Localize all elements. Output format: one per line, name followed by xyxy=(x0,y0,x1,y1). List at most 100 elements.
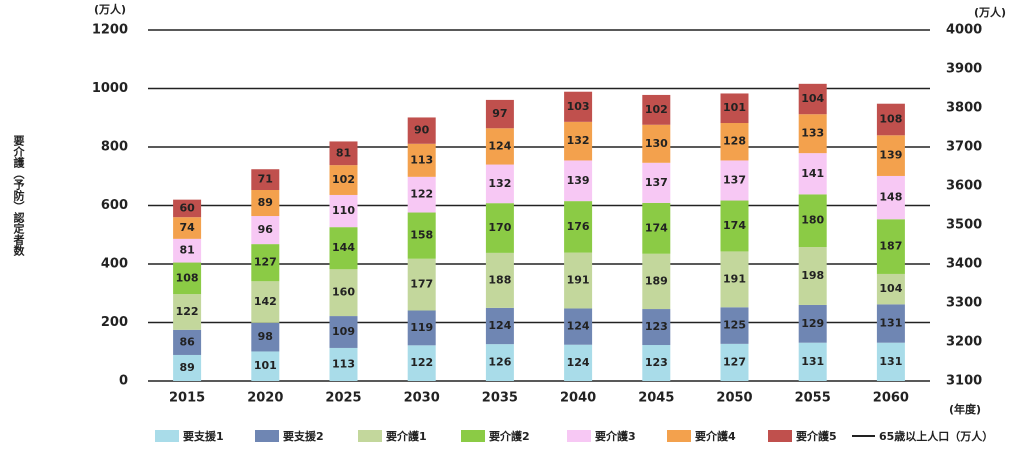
bar-segment xyxy=(720,307,749,344)
data-label: 187 xyxy=(879,240,902,253)
x-tick-label: 2060 xyxy=(873,391,909,406)
data-label: 174 xyxy=(723,219,746,232)
y-unit: (万人) xyxy=(94,2,126,16)
data-label: 113 xyxy=(410,153,433,166)
data-label: 174 xyxy=(645,221,668,234)
bar-segment xyxy=(876,219,905,274)
data-label: 60 xyxy=(179,201,195,214)
bar-segment xyxy=(642,253,671,310)
bar-segment xyxy=(798,83,827,115)
bar-segment xyxy=(407,117,436,144)
data-label: 127 xyxy=(254,256,277,269)
bar-segment xyxy=(798,153,827,195)
y2-tick-label: 4000 xyxy=(946,23,982,38)
data-label: 126 xyxy=(488,356,511,369)
y2-tick-label: 3400 xyxy=(946,257,982,272)
data-label: 158 xyxy=(410,229,433,242)
y-tick-label: 600 xyxy=(101,198,128,213)
bar-segment xyxy=(407,143,436,177)
bar-segment xyxy=(564,91,593,122)
bar-segment xyxy=(485,164,514,204)
y2-tick-label: 3100 xyxy=(946,374,982,389)
data-label: 137 xyxy=(645,176,668,189)
legend-swatch xyxy=(155,430,179,442)
data-label: 81 xyxy=(336,146,351,159)
data-label: 129 xyxy=(801,317,824,330)
data-label: 139 xyxy=(567,174,590,187)
bar-segment xyxy=(720,160,749,201)
data-label: 90 xyxy=(414,124,430,137)
data-label: 122 xyxy=(410,188,433,201)
y2-tick-label: 3500 xyxy=(946,218,982,233)
bar-segment xyxy=(485,252,514,308)
data-label: 198 xyxy=(801,269,824,282)
legend-swatch xyxy=(461,430,485,442)
bar-segment xyxy=(720,200,749,252)
x-tick-label: 2035 xyxy=(482,391,518,406)
bar-segment xyxy=(251,189,280,217)
legend-swatch xyxy=(567,430,591,442)
x-tick-label: 2045 xyxy=(638,391,674,406)
data-label: 86 xyxy=(179,335,195,348)
bar-segment xyxy=(173,199,202,218)
data-label: 131 xyxy=(879,355,902,368)
bar-segment xyxy=(173,238,202,263)
data-label: 130 xyxy=(645,137,668,150)
bar-segment xyxy=(564,121,593,161)
bar-segment xyxy=(876,304,905,343)
data-label: 176 xyxy=(567,220,590,233)
data-label: 110 xyxy=(332,204,355,217)
data-label: 102 xyxy=(332,173,355,186)
bar-segment xyxy=(720,251,749,308)
bar-segment xyxy=(564,308,593,345)
y-axis-title: 要介護（予防）認定者数 xyxy=(12,135,26,257)
bar-segment xyxy=(251,281,280,323)
bar-segment xyxy=(720,123,749,161)
bar-segment xyxy=(173,354,202,381)
data-label: 102 xyxy=(645,103,668,116)
data-label: 71 xyxy=(258,173,273,186)
y2-tick-label: 3700 xyxy=(946,140,982,155)
legend-label: 65歳以上人口（万人） xyxy=(879,429,993,443)
legend-label: 要支援1 xyxy=(183,429,224,443)
data-label: 191 xyxy=(723,272,746,285)
bar-segment xyxy=(720,93,749,124)
bar-segment xyxy=(173,294,202,330)
data-label: 148 xyxy=(879,191,902,204)
bar-segment xyxy=(876,342,905,381)
data-label: 101 xyxy=(723,101,746,114)
bar-segment xyxy=(642,309,671,346)
bar-segment xyxy=(329,165,358,195)
bar-segment xyxy=(407,345,436,381)
bar-segment xyxy=(329,269,358,317)
bar-segment xyxy=(642,94,671,125)
bar-segment xyxy=(798,304,827,343)
data-label: 108 xyxy=(176,271,199,284)
bar-segment xyxy=(485,203,514,253)
data-label: 139 xyxy=(879,149,902,162)
data-label: 109 xyxy=(332,325,355,338)
legend-swatch xyxy=(768,430,792,442)
data-label: 144 xyxy=(332,241,355,254)
bar-segment xyxy=(876,273,905,305)
bar-segment xyxy=(798,247,827,305)
legend-swatch xyxy=(667,430,691,442)
x-tick-label: 2030 xyxy=(404,391,440,406)
data-label: 123 xyxy=(645,356,668,369)
data-label: 133 xyxy=(801,127,824,140)
data-label: 137 xyxy=(723,173,746,186)
x-tick-label: 2025 xyxy=(325,391,361,406)
data-label: 122 xyxy=(410,356,433,369)
bar-segment xyxy=(876,135,905,176)
legend-label: 要介護1 xyxy=(386,429,427,443)
bar-segment xyxy=(407,176,436,213)
bar-segment xyxy=(485,128,514,165)
bar-segment xyxy=(173,329,202,355)
data-label: 132 xyxy=(567,134,590,147)
y-tick-label: 0 xyxy=(119,374,128,389)
data-label: 188 xyxy=(488,273,511,286)
x-tick-label: 2040 xyxy=(560,391,596,406)
y-tick-label: 200 xyxy=(101,315,128,330)
y2-tick-label: 3200 xyxy=(946,335,982,350)
